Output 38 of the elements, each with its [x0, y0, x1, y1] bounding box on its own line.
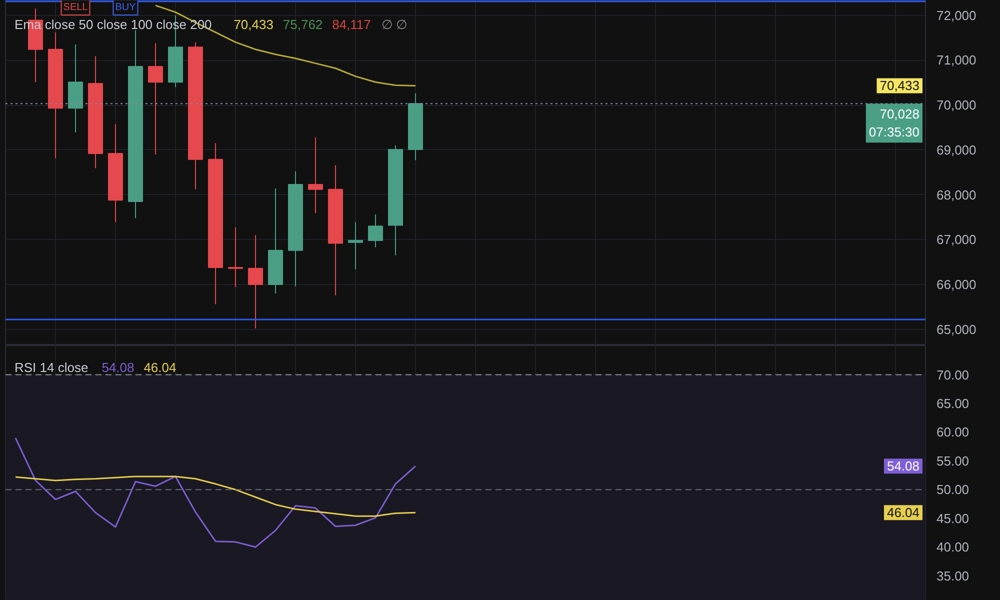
annotation: SELL — [63, 2, 88, 13]
y-tick-label: 35.00 — [936, 568, 970, 584]
line-series — [14, 476, 416, 517]
y-tick-label: 70.00 — [936, 367, 970, 382]
annotation: 54.08 — [102, 360, 134, 375]
y-tick-label: 69,000 — [936, 142, 976, 158]
candlestick — [248, 234, 263, 329]
y-tick-label: 72,000 — [936, 8, 976, 23]
y-tick-label: 67,000 — [936, 232, 976, 248]
y-tick-label: 65,000 — [936, 322, 976, 337]
y-tick-label: 50.00 — [936, 482, 970, 498]
candlestick — [228, 227, 243, 288]
line-series — [154, 4, 416, 86]
candlestick — [148, 42, 163, 155]
annotation: 75,762 — [282, 17, 323, 32]
annotation: 70,028 07:35:30 — [868, 106, 920, 140]
line-series — [14, 437, 416, 548]
candlestick — [348, 222, 363, 270]
annotation: 70,433 — [880, 78, 920, 94]
text: RSI 14 close — [14, 360, 88, 375]
candlestick — [368, 214, 383, 248]
annotation: BUY — [115, 2, 136, 13]
annotation: 46.04 — [886, 505, 920, 520]
annotation: ∅ ∅ — [381, 17, 407, 32]
annotation: 84,117 — [332, 17, 371, 32]
annotation: 46.04 — [144, 360, 176, 375]
y-tick-label: 66,000 — [936, 276, 976, 292]
annotation: 70,433 — [234, 17, 274, 32]
y-tick-label: 40.00 — [936, 540, 970, 555]
y-tick-label: 71,000 — [936, 52, 976, 68]
y-tick-label: 70,000 — [936, 98, 976, 113]
annotation: 54.08 — [886, 458, 920, 474]
y-tick-label: 60.00 — [936, 424, 970, 440]
y-tick-label: 68,000 — [936, 187, 976, 202]
y-tick-label: 45.00 — [936, 510, 970, 526]
y-tick-label: 55.00 — [936, 453, 970, 468]
y-tick-label: 65.00 — [936, 396, 970, 412]
candlestick — [308, 136, 323, 214]
